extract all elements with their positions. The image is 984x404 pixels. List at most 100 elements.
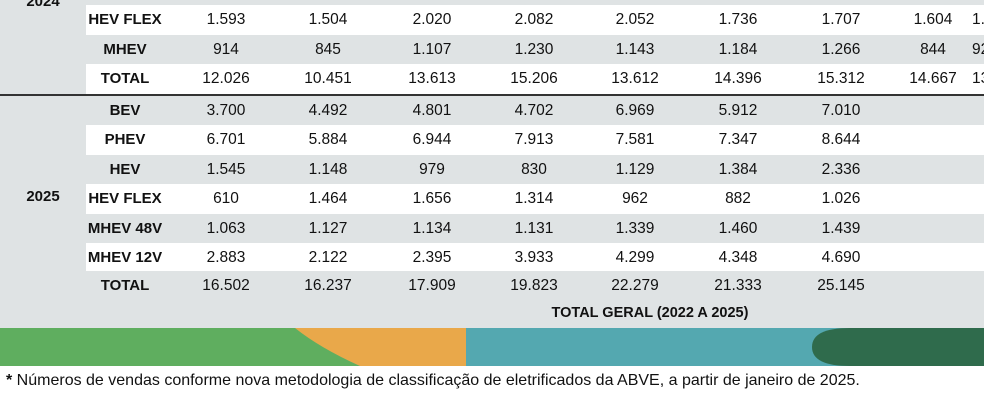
table-cell: 2.395: [412, 249, 452, 266]
table-cell: 1.504: [308, 11, 348, 28]
table-row: TOTAL 12.026 10.451 13.613 15.206 13.612…: [86, 64, 984, 94]
table-cell: 1.230: [514, 41, 554, 58]
footnote-star: *: [6, 372, 13, 389]
row-category: HEV FLEX: [88, 190, 162, 207]
table-cell: 1.656: [412, 190, 452, 207]
row-category: MHEV 48V: [87, 219, 163, 237]
table-cell: 4.299: [615, 249, 655, 266]
table-cell: 1.131: [514, 219, 554, 237]
table-cell: 25.145: [817, 277, 865, 294]
table-cell: 2.082: [514, 11, 554, 28]
table-cell: 92: [972, 41, 984, 58]
decorative-color-band: [0, 328, 984, 366]
table-cell: 1.107: [412, 41, 452, 58]
table-cell: 22.279: [611, 277, 659, 294]
table-cell: 6.969: [615, 101, 655, 119]
table-cell: 7.913: [514, 131, 554, 148]
table-row: MHEV 48V 1.063 1.127 1.134 1.131 1.339 1…: [86, 213, 984, 244]
table-cell: 882: [725, 190, 751, 207]
table-cell: 2.052: [615, 11, 655, 28]
table-cell: 4.690: [821, 249, 861, 266]
table-cell: 1.736: [718, 11, 758, 28]
total-geral-label: TOTAL GERAL (2022 A 2025): [551, 305, 749, 321]
table-cell: 1.339: [615, 219, 655, 237]
table-cell: 2.883: [206, 249, 246, 266]
table-cell: 2.122: [308, 249, 348, 266]
table-cell: 7.581: [615, 131, 655, 148]
section-divider: [0, 94, 984, 96]
table-cell: 962: [622, 190, 648, 207]
table-cell: 2.020: [412, 11, 452, 28]
table-cell: 1.439: [821, 219, 861, 237]
band-dark-green: [812, 328, 984, 366]
table-cell: 4.492: [308, 101, 348, 119]
table-row: [86, 0, 984, 8]
table-cell: 19.823: [510, 277, 558, 294]
table-cell: 1.266: [821, 41, 861, 58]
table-cell: 8.644: [821, 131, 861, 148]
table-row: BEV 3.700 4.492 4.801 4.702 6.969 5.912 …: [86, 95, 984, 126]
row-category: PHEV: [104, 131, 146, 148]
band-orange: [295, 328, 466, 366]
table-cell: 1.143: [615, 41, 655, 58]
table-cell: 3.700: [206, 101, 246, 119]
row-category: TOTAL: [100, 277, 150, 294]
table-cell: 3.933: [514, 249, 554, 266]
table-cell: 17.909: [408, 277, 456, 294]
table-cell: 21.333: [714, 277, 762, 294]
table-cell: 1.184: [718, 41, 758, 58]
table-cell: 16.237: [304, 277, 352, 294]
table-cell: 830: [521, 160, 547, 178]
year-label-2024: 2024: [26, 0, 60, 10]
table-row: MHEV 12V 2.883 2.122 2.395 3.933 4.299 4…: [86, 243, 984, 273]
table-cell: 1.384: [718, 160, 758, 178]
table-cell: 15.312: [817, 70, 865, 87]
table-cell: 1.5: [972, 11, 984, 28]
table-row: TOTAL 16.502 16.237 17.909 19.823 22.279…: [86, 271, 984, 301]
year-cell-2024: [0, 0, 86, 94]
table-row: PHEV 6.701 5.884 6.944 7.913 7.581 7.347…: [86, 125, 984, 155]
table-cell: 610: [213, 190, 239, 207]
table-cell: 7.347: [718, 131, 758, 148]
table-cell: 1.134: [412, 219, 452, 237]
total-geral-row: TOTAL GERAL (2022 A 2025): [0, 299, 984, 328]
table-cell: 14.396: [714, 70, 762, 87]
table-cell: 1.127: [308, 219, 348, 237]
row-category: HEV FLEX: [88, 11, 162, 28]
table-cell: 10.451: [304, 70, 352, 87]
row-category: BEV: [109, 101, 141, 119]
table-cell: 1.707: [821, 11, 861, 28]
table-row: HEV FLEX 1.593 1.504 2.020 2.082 2.052 1…: [86, 5, 984, 35]
table-cell: 4.702: [514, 101, 554, 119]
table-cell: 1.604: [913, 11, 953, 28]
table-cell: 1.314: [514, 190, 554, 207]
table-cell: 845: [315, 41, 341, 58]
table-cell: 7.010: [821, 101, 861, 119]
table-cell: 16.502: [202, 277, 250, 294]
table-cell: 1.148: [308, 160, 348, 178]
row-category: HEV: [109, 160, 141, 178]
table-cell: 914: [213, 41, 239, 58]
table-cell: 12.026: [202, 70, 250, 87]
row-category: MHEV: [103, 41, 147, 58]
table-cell: 844: [920, 41, 946, 58]
table-cell: 1.026: [821, 190, 861, 207]
table-cell: 13.2: [972, 70, 984, 87]
table-cell: 1.464: [308, 190, 348, 207]
table-cell: 1.545: [206, 160, 246, 178]
table-cell: 15.206: [510, 70, 558, 87]
table-cell: 6.701: [206, 131, 246, 148]
table-cell: 1.460: [718, 219, 758, 237]
row-category: MHEV 12V: [87, 249, 163, 266]
table-row: MHEV 914 845 1.107 1.230 1.143 1.184 1.2…: [86, 35, 984, 65]
table-cell: 2.336: [821, 160, 861, 178]
table-row: HEV FLEX 610 1.464 1.656 1.314 962 882 1…: [86, 184, 984, 214]
table-cell: 13.613: [408, 70, 456, 87]
year-cell-2025: [0, 95, 86, 300]
table-cell: 1.129: [615, 160, 655, 178]
footnote-text: Números de vendas conforme nova metodolo…: [12, 372, 860, 389]
color-band-shapes: [0, 328, 984, 366]
table-cell: 5.912: [718, 101, 758, 119]
table-cell: 1.063: [206, 219, 246, 237]
table-cell: 13.612: [611, 70, 659, 87]
